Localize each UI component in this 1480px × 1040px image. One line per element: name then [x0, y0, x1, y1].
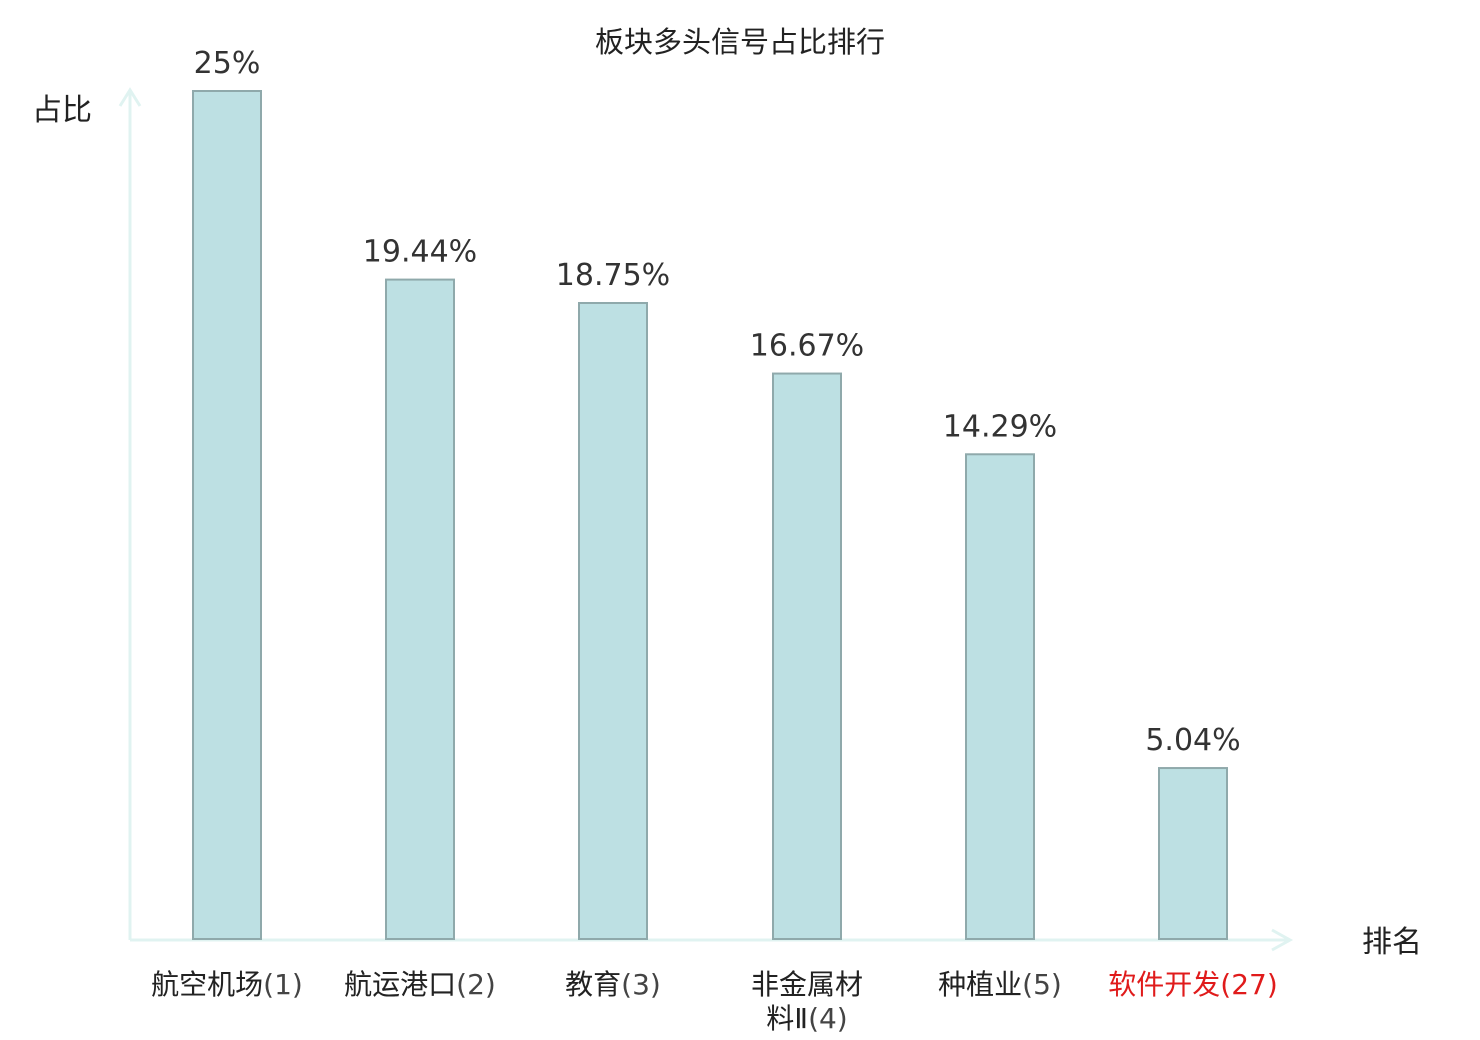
bars-group: 25% 航空机场(1) 19.44% 航运港口(2) 18.75% 教育(3) 16.67%… [151, 46, 1278, 1035]
category-name-6: 软件开发 [1108, 968, 1220, 1001]
category-name-5: 种植业 [938, 968, 1022, 1001]
bar-value-label-1: 25% [194, 46, 261, 81]
bar-5 [965, 453, 1035, 940]
bar-1 [192, 90, 262, 940]
chart-title: 板块多头信号占比排行 [595, 25, 885, 59]
category-label-4: 非金属材料Ⅱ(4) [751, 968, 863, 1035]
category-name-3: 教育 [565, 968, 621, 1001]
category-rank-2: (2) [456, 968, 496, 1001]
category-label-2: 航运港口(2) [344, 968, 496, 1001]
bar-value-label-2: 19.44% [363, 235, 477, 270]
x-axis-label: 排名 [1362, 925, 1422, 960]
x-axis-arrow-icon [1271, 928, 1294, 952]
category-label-3: 教育(3) [565, 968, 661, 1001]
bar-3 [578, 302, 648, 940]
category-name-4-line-2: 料Ⅱ [766, 1002, 808, 1035]
category-name-1: 航空机场 [151, 968, 263, 1001]
y-axis-label: 占比 [32, 93, 92, 128]
category-label-6: 软件开发(27) [1108, 968, 1278, 1001]
bar-value-label-3: 18.75% [556, 258, 670, 293]
category-name-2: 航运港口 [344, 968, 456, 1001]
category-rank-3: (3) [621, 968, 661, 1001]
category-label-5: 种植业(5) [938, 968, 1062, 1001]
category-rank-5: (5) [1022, 968, 1062, 1001]
y-axis-arrow-icon [118, 87, 142, 107]
category-name-4-line-1: 非金属材 [751, 968, 863, 1001]
category-rank-6: (27) [1220, 968, 1277, 1001]
bar-4 [772, 372, 842, 940]
bar-value-label-6: 5.04% [1145, 723, 1240, 758]
category-label-1: 航空机场(1) [151, 968, 303, 1001]
bar-value-label-5: 14.29% [943, 409, 1057, 444]
bar-value-label-4: 16.67% [750, 329, 864, 364]
category-rank-4: (4) [808, 1002, 848, 1035]
bar-2 [385, 278, 455, 940]
category-rank-1: (1) [263, 968, 303, 1001]
bar-6 [1158, 767, 1228, 941]
